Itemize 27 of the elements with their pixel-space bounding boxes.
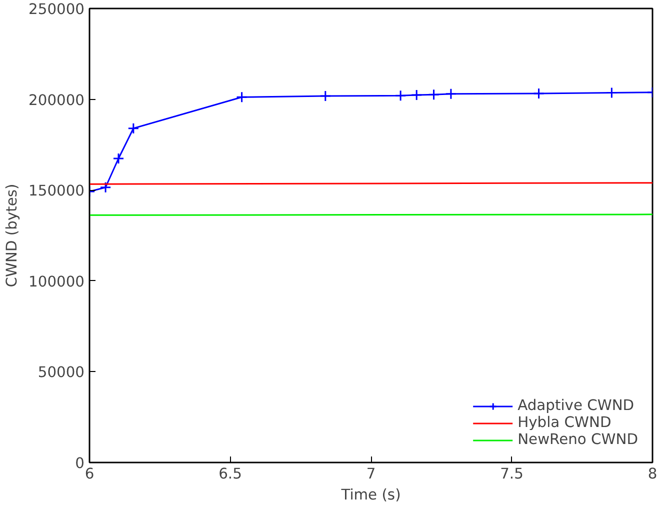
point [445,88,457,100]
point [533,88,545,100]
x-tick-label: 6.5 [218,466,242,482]
y-tick-label: 200000 [28,92,85,109]
point [428,88,440,100]
x-tick-label: 6 [84,466,94,482]
point [320,90,332,102]
legend-label: Adaptive CWND [518,397,634,414]
point [410,89,422,101]
point [606,87,618,99]
y-tick-label: 50000 [38,364,84,382]
point [236,91,248,103]
legend-label: NewReno CWND [518,431,638,448]
point [100,182,112,194]
y-axis-title: CWND (bytes) [4,184,21,288]
y-tick-label: 150000 [28,182,85,200]
x-axis-title: Time (s) [340,486,401,504]
x-tick-label: 7 [366,466,376,482]
y-tick-label: 250000 [28,1,85,18]
y-tick-label: 100000 [28,273,85,290]
point [394,90,406,102]
legend-label: Hybla CWND [518,414,612,431]
point [112,152,124,164]
x-tick-label: 8 [648,466,658,482]
y-tick-label: 0 [75,455,85,472]
point [128,122,140,134]
x-tick-label: 7.5 [500,466,524,482]
